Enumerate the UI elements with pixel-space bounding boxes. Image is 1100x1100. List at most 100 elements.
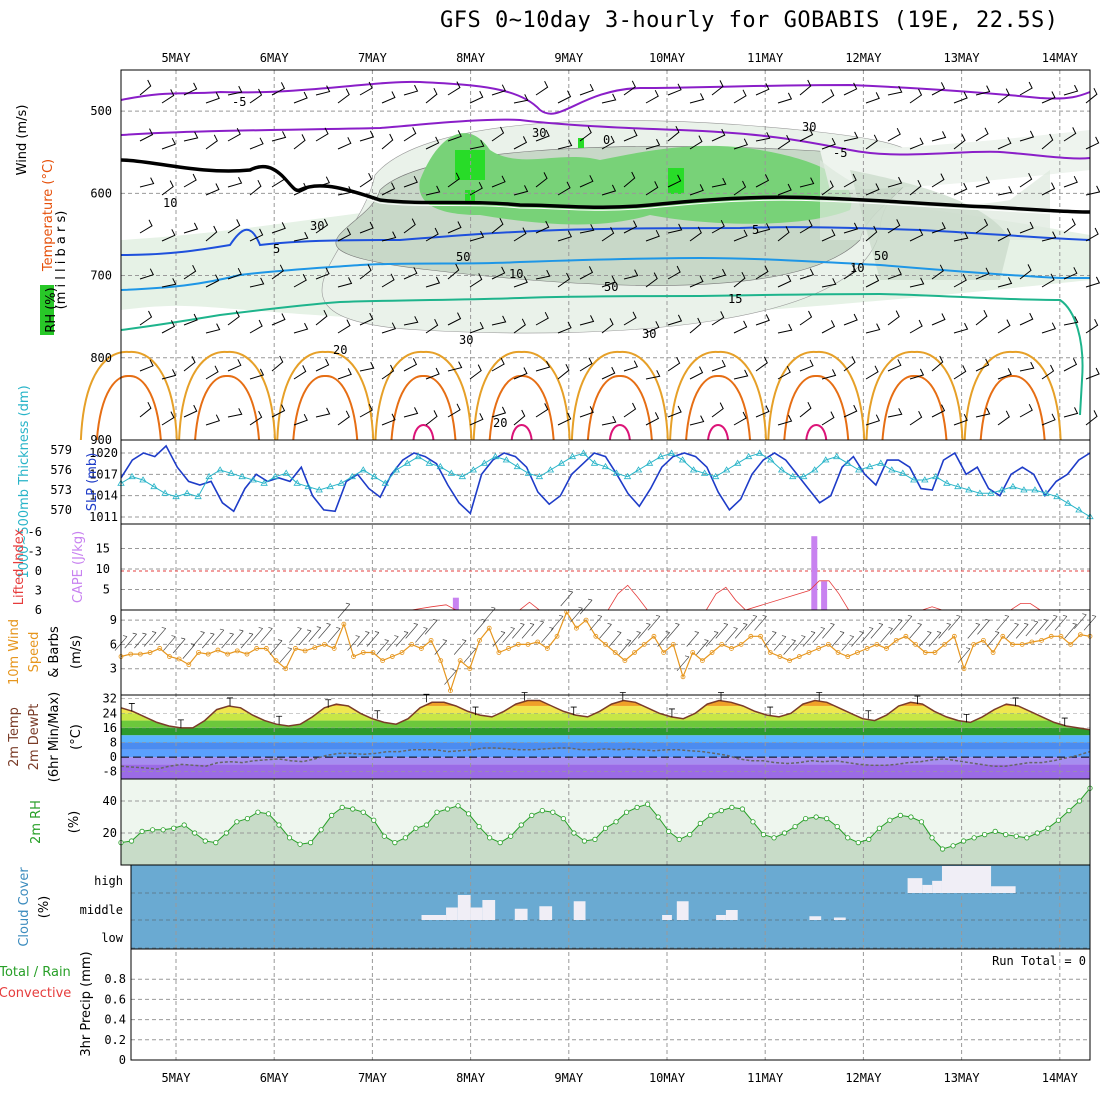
wind-barb — [689, 135, 703, 150]
wind-barb — [623, 269, 639, 280]
wind10m-marker — [845, 654, 851, 659]
isotherm-20-lobe — [963, 350, 1062, 441]
wind10m-marker — [835, 650, 841, 655]
wind-barb — [755, 405, 770, 418]
cloud-ylabel-2: (%) — [37, 896, 52, 919]
wind-barb — [293, 413, 308, 426]
isotherm-20-lobe — [669, 350, 768, 441]
wind-barb-10m — [1015, 623, 1029, 639]
rh-marker — [729, 804, 735, 811]
thickness-marker — [910, 476, 918, 483]
rh-marker — [297, 841, 303, 847]
wind-barb — [909, 319, 923, 334]
rh-marker — [897, 812, 904, 819]
wind-barb — [227, 219, 241, 234]
slp-tick: 1014 — [89, 489, 118, 503]
wind10m-marker — [525, 642, 531, 647]
wind-barb-10m — [492, 631, 506, 647]
rh-marker — [255, 809, 261, 815]
wind10m-marker — [341, 621, 347, 627]
wind-barb — [975, 218, 989, 234]
rh-marker — [1066, 807, 1072, 814]
isotherm-25-lobe — [488, 374, 555, 441]
wind-barb — [249, 228, 264, 242]
contour-label: -5 — [833, 146, 847, 160]
wind-barb-10m — [599, 623, 612, 639]
wind-barb — [777, 226, 790, 242]
thickness-ylabel: 1000~500mb Thickness (dm) — [17, 385, 32, 578]
rh-marker — [560, 815, 566, 822]
wind-barb — [403, 316, 419, 326]
pressure-tick: 800 — [90, 351, 112, 365]
wind-barb — [887, 408, 903, 418]
pressure-tick: 600 — [90, 186, 112, 200]
wind-barb — [227, 408, 243, 418]
wind-barb — [799, 359, 814, 372]
cloud-tick-low: low — [101, 931, 123, 945]
rh-marker — [645, 801, 651, 807]
temp-ylabel-1: 2m Temp — [7, 707, 22, 767]
rh-ylabel-1: 2m RH — [29, 800, 44, 844]
thickness-marker — [634, 466, 643, 473]
ylabel-precip: 3hr Precip (mm) — [79, 951, 94, 1056]
contour-label: 10 — [163, 196, 177, 210]
rh-marker — [571, 830, 577, 836]
cloud-middle-bar — [573, 901, 586, 920]
wind-barb — [887, 85, 903, 96]
wind10m-marker — [787, 658, 793, 663]
wind10m-marker — [990, 650, 996, 655]
wind-barb — [843, 82, 858, 96]
wind-barb — [755, 265, 769, 280]
rh-marker — [160, 827, 166, 833]
wind-barb — [403, 358, 418, 372]
wind10m-marker — [506, 646, 512, 651]
wind-barb — [557, 90, 572, 104]
wind-barb — [667, 265, 681, 280]
wind10m-marker — [457, 658, 463, 663]
date-label-bottom: 7MAY — [358, 1071, 388, 1085]
wind-barb — [205, 225, 218, 242]
wind-barb-10m — [124, 632, 137, 649]
temp-minmax-bar — [227, 697, 234, 706]
wind-barb — [931, 173, 945, 188]
thickness-marker — [249, 476, 257, 483]
wind-barb — [535, 403, 549, 418]
thickness-marker — [932, 472, 940, 480]
thickness-marker — [833, 452, 841, 460]
wind-barb-10m — [967, 623, 980, 639]
rh-marker — [771, 835, 777, 841]
wind-barb — [381, 322, 397, 334]
rh-marker — [413, 825, 419, 831]
wind-barb — [513, 94, 529, 104]
rh-marker — [223, 830, 229, 836]
wind-ylabel-1: 10m Wind — [7, 619, 22, 685]
wind-barb-10m — [521, 623, 535, 639]
wind-barb — [227, 127, 241, 142]
wind-barb-10m — [831, 631, 845, 647]
isotherm-temp_m5 — [120, 80, 1091, 115]
wind-barb — [711, 311, 725, 326]
wind-barb — [271, 222, 286, 234]
contour-label: 30 — [459, 333, 473, 347]
rh-marker — [276, 822, 282, 828]
thickness-marker — [744, 452, 753, 460]
wind10m-marker — [205, 651, 211, 657]
wind10m-marker — [147, 650, 153, 655]
wind-barb — [381, 364, 395, 380]
rh-marker — [718, 807, 724, 814]
wind-barb — [1019, 264, 1032, 280]
wind-barb — [975, 267, 990, 280]
rh-area — [121, 788, 1090, 865]
wind-barb — [337, 410, 350, 426]
wind-barb-10m — [1025, 620, 1039, 637]
thickness-marker — [822, 456, 830, 463]
wind-barb — [469, 364, 482, 380]
wind-barb — [975, 358, 990, 372]
thickness-marker — [535, 472, 544, 480]
wind-barb-10m — [386, 635, 399, 651]
wind-barb — [865, 414, 881, 426]
thickness-tick: 573 — [50, 483, 72, 497]
wind-barb — [205, 134, 218, 150]
rh-marker — [402, 835, 408, 841]
rh-marker — [286, 835, 293, 841]
